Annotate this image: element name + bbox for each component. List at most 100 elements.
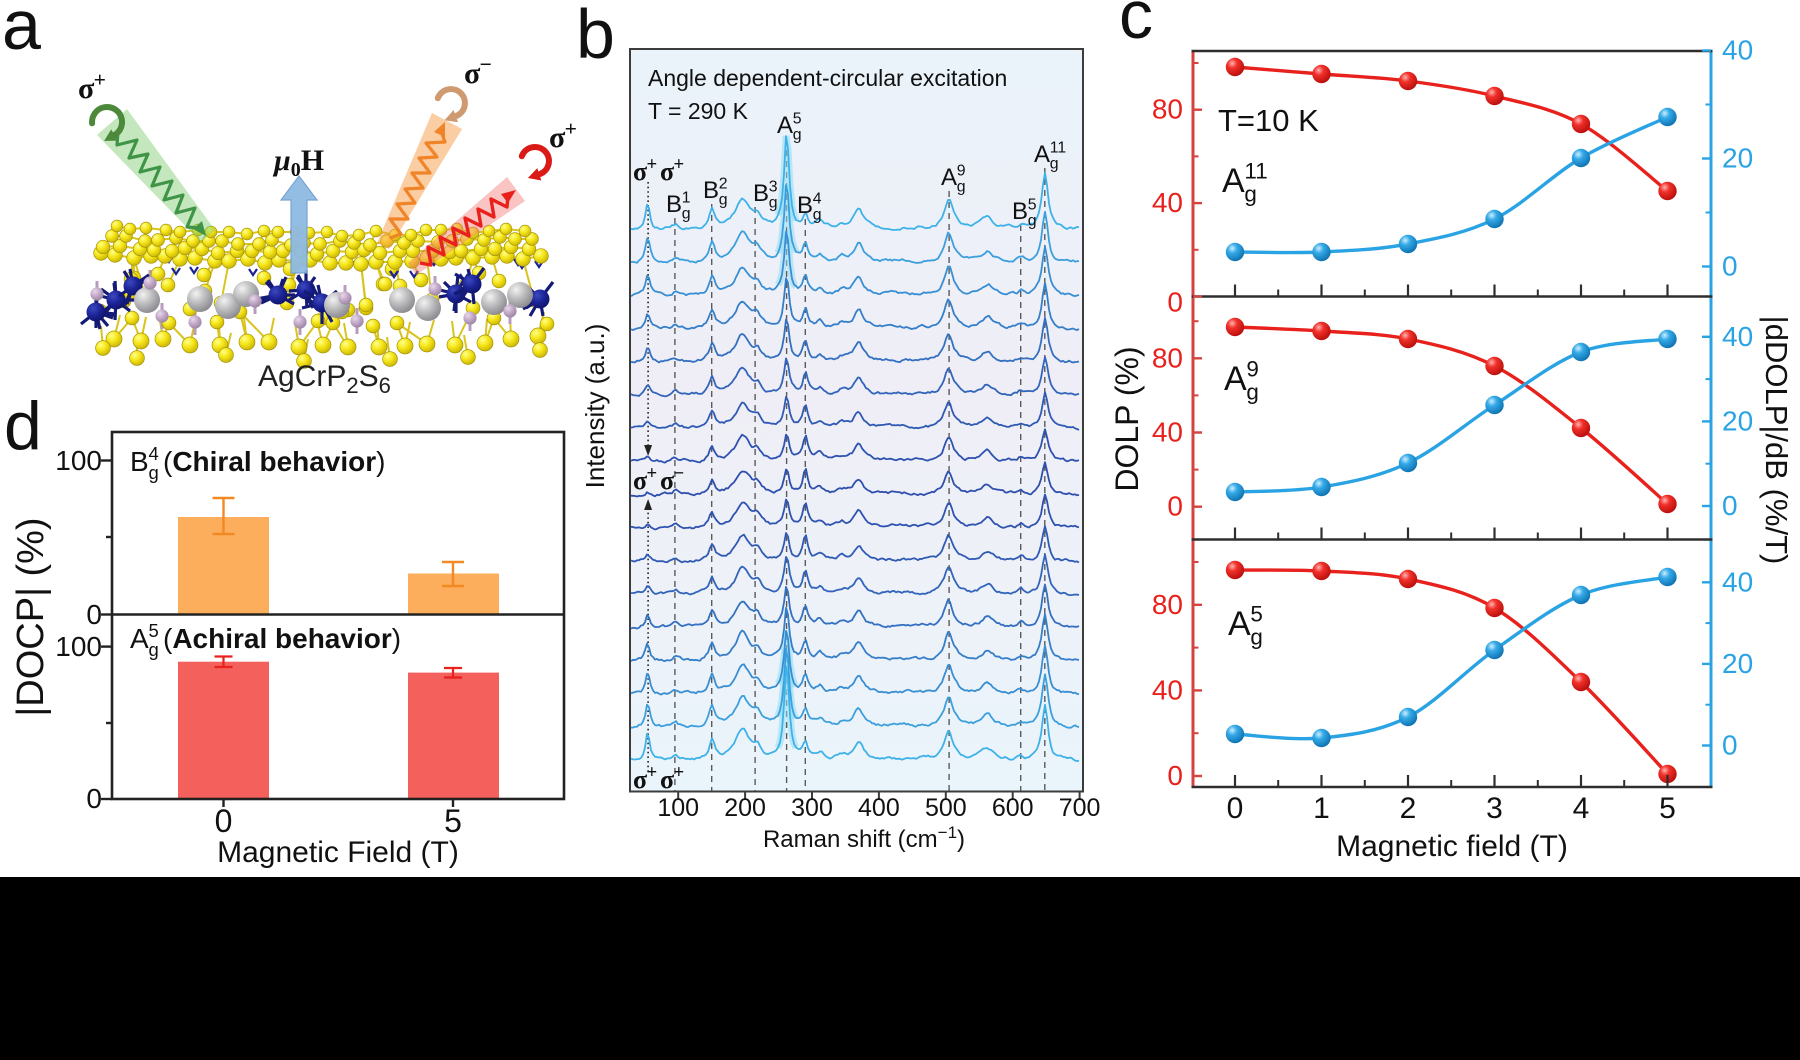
svg-text:40: 40 xyxy=(1152,187,1183,218)
svg-text:5: 5 xyxy=(444,803,462,839)
svg-text:Raman shift (cm−1): Raman shift (cm−1) xyxy=(763,823,965,854)
svg-text:80: 80 xyxy=(1152,342,1183,373)
svg-text:11: 11 xyxy=(1050,139,1067,156)
svg-text:200: 200 xyxy=(724,794,766,822)
svg-text:(Achiral behavior): (Achiral behavior) xyxy=(163,623,401,654)
svg-text:4: 4 xyxy=(149,443,159,464)
svg-text:g: g xyxy=(813,207,822,224)
svg-text:Intensity (a.u.): Intensity (a.u.) xyxy=(580,324,610,489)
svg-text:+: + xyxy=(647,463,658,484)
svg-text:0: 0 xyxy=(215,803,233,839)
svg-text:5: 5 xyxy=(1659,792,1676,825)
svg-text:g: g xyxy=(1050,156,1059,173)
svg-text:g: g xyxy=(1246,380,1258,405)
svg-text:0: 0 xyxy=(86,783,102,814)
svg-text:g: g xyxy=(957,179,966,196)
svg-text:σ: σ xyxy=(549,121,566,154)
svg-text:A: A xyxy=(1222,162,1245,200)
svg-text:40: 40 xyxy=(1152,674,1183,705)
svg-text:20: 20 xyxy=(1722,648,1753,679)
svg-text:100: 100 xyxy=(55,631,102,662)
svg-text:Magnetic field (T): Magnetic field (T) xyxy=(1336,830,1568,863)
svg-text:σ: σ xyxy=(78,72,95,105)
svg-text:g: g xyxy=(1028,213,1037,230)
svg-text:B: B xyxy=(130,446,149,477)
svg-text:3: 3 xyxy=(769,178,778,195)
svg-text:40: 40 xyxy=(1152,417,1183,448)
svg-text:2: 2 xyxy=(1400,792,1417,825)
svg-text:80: 80 xyxy=(1152,589,1183,620)
svg-text:g: g xyxy=(793,127,802,144)
svg-text:40: 40 xyxy=(1722,566,1753,597)
svg-text:0: 0 xyxy=(1227,792,1244,825)
svg-text:400: 400 xyxy=(858,794,900,822)
svg-text:b: b xyxy=(576,0,615,73)
svg-text:+: + xyxy=(647,154,658,175)
svg-text:σ: σ xyxy=(633,466,647,495)
svg-text:4: 4 xyxy=(1573,792,1590,825)
svg-text:g: g xyxy=(1244,182,1256,207)
svg-text:A: A xyxy=(1224,360,1247,398)
svg-text:μ0H: μ0H xyxy=(272,144,324,181)
svg-text:−: − xyxy=(480,53,492,77)
svg-text:g: g xyxy=(719,192,728,209)
svg-text:4: 4 xyxy=(813,190,822,207)
svg-text:0: 0 xyxy=(1722,251,1738,282)
svg-text:B: B xyxy=(753,180,769,207)
svg-text:+: + xyxy=(94,68,106,92)
svg-text:B: B xyxy=(666,191,682,218)
svg-text:5: 5 xyxy=(1028,196,1037,213)
svg-text:σ: σ xyxy=(660,157,674,186)
svg-text:5: 5 xyxy=(149,620,159,641)
svg-text:100: 100 xyxy=(55,445,102,476)
svg-text:σ: σ xyxy=(633,157,647,186)
svg-text:σ: σ xyxy=(660,765,674,794)
svg-text:g: g xyxy=(149,639,159,660)
svg-text:+: + xyxy=(647,762,658,783)
svg-text:+: + xyxy=(565,117,577,141)
svg-text:T=10 K: T=10 K xyxy=(1218,103,1319,138)
svg-text:A: A xyxy=(777,112,793,139)
svg-text:5: 5 xyxy=(1250,601,1262,626)
svg-text:DOLP (%): DOLP (%) xyxy=(1109,346,1145,491)
svg-text:40: 40 xyxy=(1722,321,1753,352)
svg-text:20: 20 xyxy=(1722,143,1753,174)
svg-text:80: 80 xyxy=(1152,94,1183,125)
svg-text:Magnetic Field (T): Magnetic Field (T) xyxy=(217,836,459,869)
svg-text:σ: σ xyxy=(660,466,674,495)
svg-text:B: B xyxy=(797,192,813,219)
svg-text:9: 9 xyxy=(1246,356,1258,381)
svg-text:1: 1 xyxy=(682,189,691,206)
svg-text:+: + xyxy=(674,762,685,783)
svg-text:σ: σ xyxy=(633,765,647,794)
svg-text:(Chiral behavior): (Chiral behavior) xyxy=(163,446,386,477)
svg-text:0: 0 xyxy=(1167,287,1183,318)
svg-text:9: 9 xyxy=(957,162,966,179)
svg-text:g: g xyxy=(149,462,159,483)
svg-text:0: 0 xyxy=(1167,760,1183,791)
svg-text:|DOCP| (%): |DOCP| (%) xyxy=(10,517,52,716)
svg-text:g: g xyxy=(769,195,778,212)
svg-text:500: 500 xyxy=(925,794,967,822)
svg-text:g: g xyxy=(682,206,691,223)
svg-text:A: A xyxy=(130,623,149,654)
svg-text:a: a xyxy=(2,0,41,64)
svg-text:20: 20 xyxy=(1722,405,1753,436)
svg-text:+: + xyxy=(674,154,685,175)
svg-text:0: 0 xyxy=(1722,730,1738,761)
svg-text:B: B xyxy=(1012,198,1028,225)
svg-text:g: g xyxy=(1250,625,1262,650)
svg-text:0: 0 xyxy=(86,599,102,630)
svg-text:0: 0 xyxy=(1167,491,1183,522)
svg-text:B: B xyxy=(703,177,719,204)
svg-text:40: 40 xyxy=(1722,35,1753,66)
svg-text:σ: σ xyxy=(464,57,481,90)
svg-text:2: 2 xyxy=(719,175,728,192)
svg-text:3: 3 xyxy=(1486,792,1503,825)
svg-text:d: d xyxy=(4,388,42,464)
svg-text:A: A xyxy=(1228,605,1251,643)
svg-text:100: 100 xyxy=(657,794,699,822)
svg-text:700: 700 xyxy=(1059,794,1101,822)
svg-text:300: 300 xyxy=(791,794,833,822)
svg-text:T = 290 K: T = 290 K xyxy=(648,98,749,124)
